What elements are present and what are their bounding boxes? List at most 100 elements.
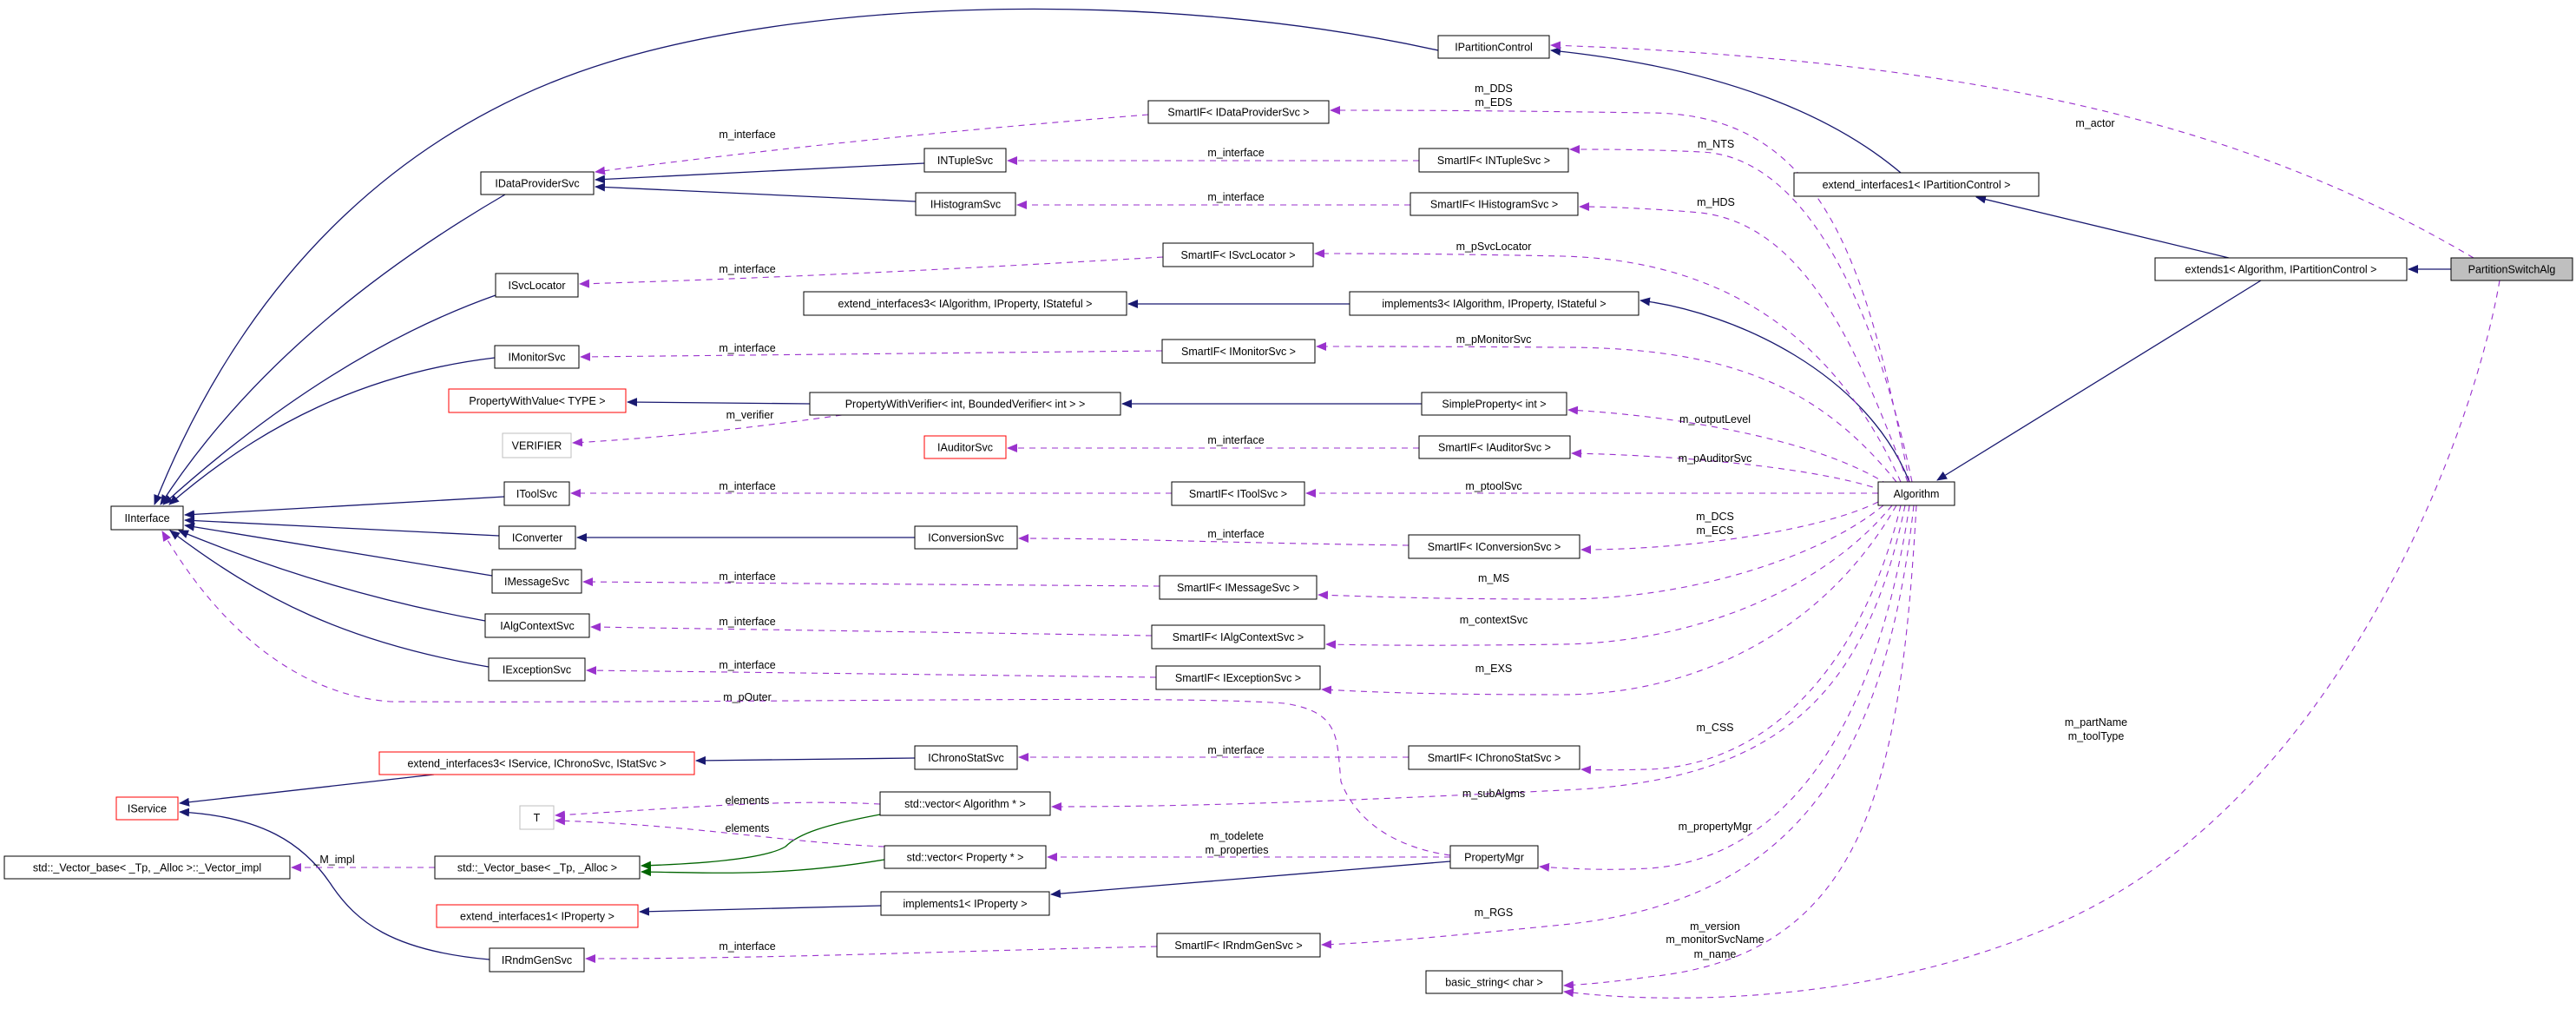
inheritance-edge <box>627 398 811 407</box>
edge-label: m_EXS <box>1475 663 1512 675</box>
class-node[interactable]: IHistogramSvc <box>915 192 1016 216</box>
class-node[interactable]: SimpleProperty< int > <box>1421 392 1567 416</box>
class-node[interactable]: IRndmGenSvc <box>489 947 585 973</box>
edge-label: m_actor <box>2075 117 2114 129</box>
class-node[interactable]: IAuditorSvc <box>923 435 1007 459</box>
class-node[interactable]: implements1< IProperty > <box>880 891 1050 916</box>
node-box <box>2154 257 2408 281</box>
usage-edge <box>585 946 1158 963</box>
class-node[interactable]: SmartIF< IRndmGenSvc > <box>1156 933 1321 958</box>
node-box <box>484 613 590 638</box>
edge-label: m_interface <box>719 129 775 141</box>
class-node[interactable]: IExceptionSvc <box>488 657 586 682</box>
node-box <box>494 345 580 369</box>
class-node[interactable]: INTupleSvc <box>923 148 1007 173</box>
class-node[interactable]: IInterface <box>110 505 184 531</box>
node-box <box>884 845 1047 869</box>
class-node[interactable]: std::vector< Algorithm * > <box>879 791 1051 816</box>
node-label: IConversionSvc <box>928 532 1004 544</box>
class-node[interactable]: SmartIF< IMessageSvc > <box>1159 575 1318 600</box>
class-node[interactable]: extends1< Algorithm, IPartitionControl > <box>2154 257 2408 281</box>
class-node[interactable]: basic_string< char > <box>1425 970 1563 994</box>
class-node[interactable]: IChronoStatSvc <box>914 745 1018 770</box>
class-node[interactable]: SmartIF< IChronoStatSvc > <box>1408 745 1580 770</box>
class-node[interactable]: T <box>519 805 555 830</box>
node-label: std::_Vector_base< _Tp, _Alloc > <box>457 862 617 874</box>
node-box <box>503 481 570 506</box>
class-node[interactable]: IAlgContextSvc <box>484 613 590 638</box>
class-node[interactable]: extend_interfaces1< IProperty > <box>436 904 639 928</box>
edge-label: m_toolType <box>2068 730 2125 742</box>
inheritance-edge <box>184 516 500 537</box>
node-box <box>879 791 1051 816</box>
node-label: SmartIF< IAuditorSvc > <box>1438 442 1551 454</box>
usage-edge <box>1321 504 1915 949</box>
class-node[interactable]: IMessageSvc <box>491 569 582 594</box>
class-node[interactable]: SmartIF< IMonitorSvc > <box>1161 339 1316 364</box>
class-node[interactable]: extend_interfaces3< IAlgorithm, IPropert… <box>803 291 1127 316</box>
node-box <box>1171 481 1305 506</box>
class-node[interactable]: std::_Vector_base< _Tp, _Alloc >::_Vecto… <box>3 855 291 880</box>
edge-label: m_ECS <box>1696 524 1733 537</box>
node-label: extend_interfaces1< IPartitionControl > <box>1823 179 2011 191</box>
node-label: SmartIF< IRndmGenSvc > <box>1174 940 1302 952</box>
node-box <box>1408 745 1580 770</box>
class-node[interactable]: IConverter <box>498 525 576 550</box>
class-node[interactable]: ISvcLocator <box>495 273 579 298</box>
class-node[interactable]: SmartIF< IDataProviderSvc > <box>1147 100 1330 124</box>
node-box <box>498 525 576 550</box>
edge-label: m_todelete <box>1210 830 1264 842</box>
node-box <box>1159 575 1318 600</box>
class-node[interactable]: SmartIF< IAuditorSvc > <box>1418 435 1571 459</box>
class-node[interactable]: SmartIF< IAlgContextSvc > <box>1151 624 1325 650</box>
inheritance-edge <box>639 905 882 916</box>
class-node[interactable]: std::_Vector_base< _Tp, _Alloc > <box>434 855 641 880</box>
class-node[interactable]: IDataProviderSvc <box>480 171 595 195</box>
class-node[interactable]: extend_interfaces1< IPartitionControl > <box>1793 172 2040 197</box>
inheritance-edge <box>595 182 917 202</box>
class-node[interactable]: PropertyWithVerifier< int, BoundedVerifi… <box>809 392 1121 416</box>
edge-label: elements <box>726 795 770 807</box>
class-node[interactable]: implements3< IAlgorithm, IProperty, ISta… <box>1349 291 1640 316</box>
node-box <box>809 392 1121 416</box>
class-node[interactable]: IConversionSvc <box>914 525 1018 550</box>
inheritance-edge <box>162 294 496 505</box>
node-box <box>436 904 639 928</box>
class-node[interactable]: IMonitorSvc <box>494 345 580 369</box>
class-node[interactable]: SmartIF< IToolSvc > <box>1171 481 1305 506</box>
class-node[interactable]: SmartIF< IConversionSvc > <box>1408 534 1580 559</box>
node-label: INTupleSvc <box>937 155 993 167</box>
class-node[interactable]: IPartitionControl <box>1437 35 1550 59</box>
class-node[interactable]: IToolSvc <box>503 481 570 506</box>
class-node[interactable]: std::vector< Property * > <box>884 845 1047 869</box>
node-label: std::vector< Property * > <box>907 852 1024 864</box>
class-node[interactable]: PropertyWithValue< TYPE > <box>448 388 627 413</box>
node-label: T <box>534 812 541 824</box>
class-node[interactable]: SmartIF< ISvcLocator > <box>1162 242 1314 267</box>
inheritance-edge <box>1640 297 1910 483</box>
class-node[interactable]: SmartIF< INTupleSvc > <box>1418 148 1569 173</box>
class-node[interactable]: Algorithm <box>1877 481 1955 506</box>
class-node[interactable]: IService <box>115 796 179 821</box>
nodes: PartitionSwitchAlg extends1< Algorithm, I… <box>3 35 2573 994</box>
usage-edge <box>1316 342 1897 483</box>
inheritance-edge <box>1050 861 1451 899</box>
node-box <box>1877 481 1955 506</box>
inheritance-edge <box>168 357 496 505</box>
node-box <box>923 435 1007 459</box>
node-box <box>914 745 1018 770</box>
edge-label: m_subAlgms <box>1462 788 1525 800</box>
class-node[interactable]: VERIFIER <box>502 432 572 458</box>
edge-label: m_monitorSvcName <box>1666 933 1764 946</box>
class-node[interactable]: SmartIF< IHistogramSvc > <box>1410 192 1579 216</box>
usage-edge <box>1571 449 1884 491</box>
node-label: PropertyMgr <box>1464 852 1524 864</box>
class-node[interactable]: PropertyMgr <box>1449 845 1539 869</box>
node-label: SmartIF< IToolSvc > <box>1189 488 1287 500</box>
class-node[interactable]: SmartIF< IExceptionSvc > <box>1155 665 1321 690</box>
node-label: IPartitionControl <box>1455 42 1533 54</box>
class-node[interactable]: extend_interfaces3< IService, IChronoSvc… <box>378 751 695 775</box>
node-box <box>434 855 641 880</box>
node-label: SmartIF< IMessageSvc > <box>1177 582 1299 594</box>
usage-edge <box>595 114 1149 175</box>
